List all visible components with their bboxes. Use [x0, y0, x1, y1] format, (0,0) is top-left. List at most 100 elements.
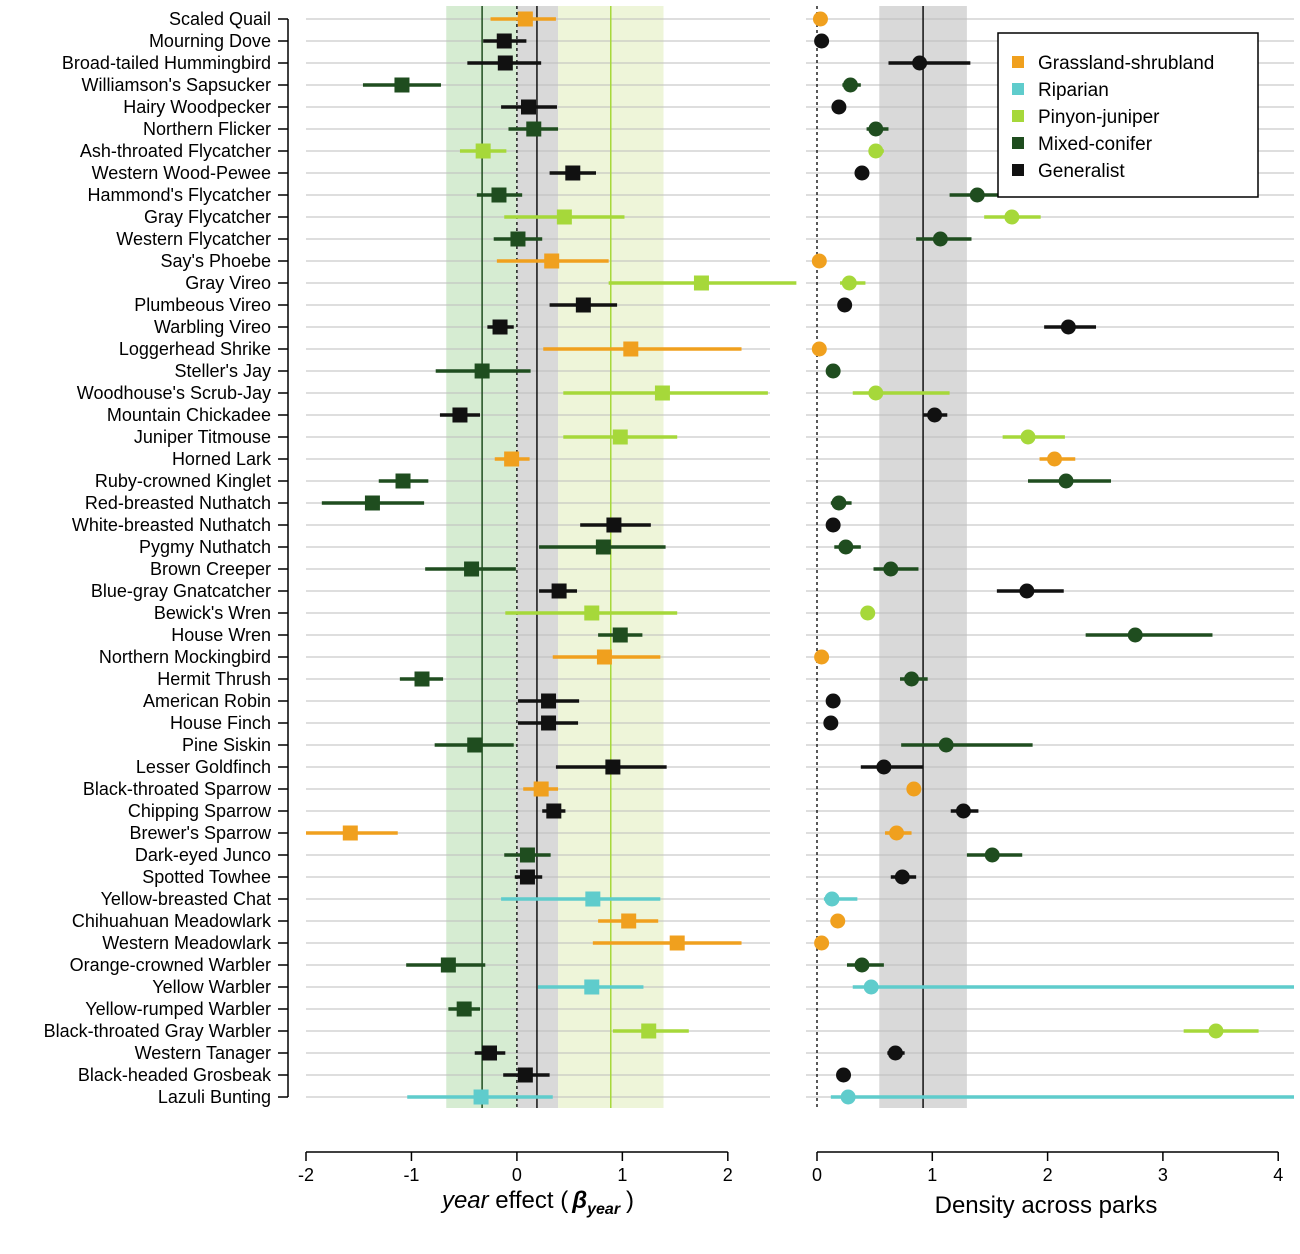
left-x-tick-label: -1 [403, 1165, 419, 1185]
legend-label-generalist: Generalist [1038, 161, 1125, 182]
right-estimate-western-wood-pewee [854, 165, 870, 181]
right-estimate-dark-eyed-junco [984, 847, 1000, 863]
left-estimate-gray-flycatcher [556, 209, 572, 225]
species-label-brown-creeper: Brown Creeper [150, 559, 271, 579]
right-estimate-steller-s-jay [825, 363, 841, 379]
species-label-black-throated-gray-warbler: Black-throated Gray Warbler [44, 1021, 271, 1041]
left-x-axis-title: year effect (βyear) [440, 1187, 634, 1218]
right-x-tick-label: 1 [927, 1165, 937, 1185]
species-label-brewer-s-sparrow: Brewer's Sparrow [130, 823, 272, 843]
left-estimate-black-throated-sparrow [533, 781, 549, 797]
legend-swatch-grassland-shrubland [1012, 56, 1024, 68]
species-label-western-meadowlark: Western Meadowlark [102, 933, 272, 953]
left-estimate-pygmy-nuthatch [595, 539, 611, 555]
species-label-orange-crowned-warbler: Orange-crowned Warbler [70, 955, 271, 975]
species-label-hermit-thrush: Hermit Thrush [157, 669, 271, 689]
left-estimate-chihuahuan-meadowlark [621, 913, 637, 929]
left-estimate-red-breasted-nuthatch [364, 495, 380, 511]
right-estimate-warbling-vireo [1060, 319, 1076, 335]
left-estimate-lesser-goldfinch [605, 759, 621, 775]
right-estimate-bewick-s-wren [860, 605, 876, 621]
left-estimate-spotted-towhee [519, 869, 535, 885]
right-estimate-orange-crowned-warbler [854, 957, 870, 973]
species-label-red-breasted-nuthatch: Red-breasted Nuthatch [85, 493, 271, 513]
right-estimate-scaled-quail [812, 11, 828, 27]
right-estimate-pine-siskin [938, 737, 954, 753]
left-estimate-northern-mockingbird [596, 649, 612, 665]
right-estimate-chipping-sparrow [955, 803, 971, 819]
left-x-axis-title-subscript: year [586, 1201, 621, 1218]
species-label-plumbeous-vireo: Plumbeous Vireo [134, 295, 271, 315]
species-label-horned-lark: Horned Lark [172, 449, 272, 469]
left-x-tick-label: 0 [512, 1165, 522, 1185]
legend-frame [997, 32, 1259, 198]
left-estimate-house-finch [541, 715, 557, 731]
right-estimate-house-wren [1127, 627, 1143, 643]
left-estimate-hammond-s-flycatcher [491, 187, 507, 203]
right-x-tick-label: 0 [812, 1165, 822, 1185]
species-label-house-finch: House Finch [170, 713, 271, 733]
species-label-northern-flicker: Northern Flicker [143, 119, 271, 139]
legend-swatch-riparian [1012, 83, 1024, 95]
left-estimate-juniper-titmouse [612, 429, 628, 445]
left-estimate-house-wren [612, 627, 628, 643]
left-x-axis-title-italic: year [440, 1187, 490, 1214]
left-estimate-mourning-dove [496, 33, 512, 49]
species-label-american-robin: American Robin [143, 691, 271, 711]
left-estimate-brewer-s-sparrow [342, 825, 358, 841]
left-estimate-northern-flicker [526, 121, 542, 137]
species-label-loggerhead-shrike: Loggerhead Shrike [119, 339, 271, 359]
species-label-lesser-goldfinch: Lesser Goldfinch [136, 757, 271, 777]
species-label-mourning-dove: Mourning Dove [149, 31, 271, 51]
left-estimate-mountain-chickadee [452, 407, 468, 423]
right-estimate-western-tanager [887, 1045, 903, 1061]
right-x-tick-label: 4 [1273, 1165, 1283, 1185]
right-estimate-black-throated-sparrow [906, 781, 922, 797]
right-estimate-mourning-dove [814, 33, 830, 49]
species-label-warbling-vireo: Warbling Vireo [154, 317, 271, 337]
species-label-black-headed-grosbeak: Black-headed Grosbeak [78, 1065, 272, 1085]
right-estimate-black-throated-gray-warbler [1208, 1023, 1224, 1039]
right-estimate-northern-flicker [868, 121, 884, 137]
right-estimate-yellow-warbler [863, 979, 879, 995]
right-estimate-northern-mockingbird [814, 649, 830, 665]
species-label-gray-flycatcher: Gray Flycatcher [144, 207, 271, 227]
legend-swatch-mixed-conifer [1012, 137, 1024, 149]
left-estimate-lazuli-bunting [473, 1089, 489, 1105]
right-estimate-hairy-woodpecker [831, 99, 847, 115]
species-label-pygmy-nuthatch: Pygmy Nuthatch [139, 537, 271, 557]
right-estimate-juniper-titmouse [1020, 429, 1036, 445]
right-estimate-spotted-towhee [894, 869, 910, 885]
species-label-scaled-quail: Scaled Quail [169, 9, 271, 29]
left-estimate-hairy-woodpecker [521, 99, 537, 115]
left-estimate-say-s-phoebe [544, 253, 560, 269]
species-label-say-s-phoebe: Say's Phoebe [160, 251, 271, 271]
right-estimate-western-flycatcher [932, 231, 948, 247]
species-label-bewick-s-wren: Bewick's Wren [154, 603, 271, 623]
left-estimate-brown-creeper [464, 561, 480, 577]
species-label-williamson-s-sapsucker: Williamson's Sapsucker [82, 75, 272, 95]
legend-label-mixed-conifer: Mixed-conifer [1038, 134, 1153, 155]
left-estimate-williamson-s-sapsucker [394, 77, 410, 93]
species-label-broad-tailed-hummingbird: Broad-tailed Hummingbird [62, 53, 271, 73]
right-estimate-broad-tailed-hummingbird [912, 55, 928, 71]
left-estimate-gray-vireo [693, 275, 709, 291]
right-estimate-hammond-s-flycatcher [969, 187, 985, 203]
left-estimate-black-headed-grosbeak [517, 1067, 533, 1083]
left-estimate-broad-tailed-hummingbird [497, 55, 513, 71]
legend-label-grassland-shrubland: Grassland-shrubland [1038, 53, 1214, 74]
right-estimate-lesser-goldfinch [876, 759, 892, 775]
left-estimate-chipping-sparrow [546, 803, 562, 819]
left-x-tick-label: -2 [298, 1165, 314, 1185]
species-label-yellow-breasted-chat: Yellow-breasted Chat [101, 889, 271, 909]
species-label-dark-eyed-junco: Dark-eyed Junco [135, 845, 271, 865]
species-label-black-throated-sparrow: Black-throated Sparrow [83, 779, 272, 799]
species-label-western-flycatcher: Western Flycatcher [116, 229, 271, 249]
right-estimate-american-robin [825, 693, 841, 709]
species-label-northern-mockingbird: Northern Mockingbird [99, 647, 271, 667]
legend-label-pinyon-juniper: Pinyon-juniper [1038, 107, 1160, 128]
species-label-pine-siskin: Pine Siskin [182, 735, 271, 755]
left-estimate-scaled-quail [517, 11, 533, 27]
left-x-tick-label: 2 [723, 1165, 733, 1185]
right-reference-lines [816, 6, 924, 1108]
